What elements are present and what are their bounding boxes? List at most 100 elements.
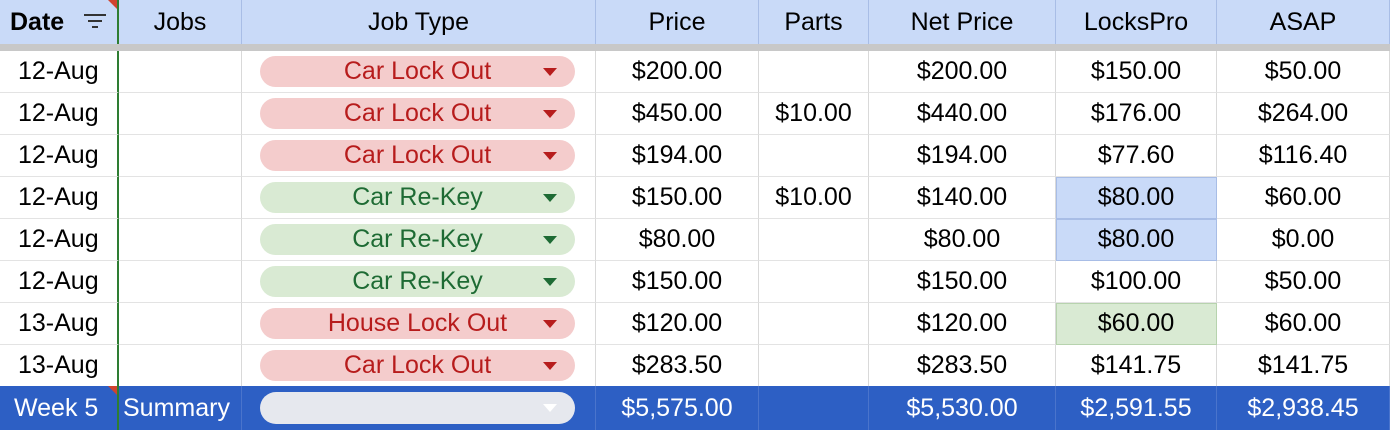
job-type-cell[interactable]: Car Re-Key <box>242 219 596 261</box>
lockspro-cell[interactable]: $60.00 <box>1056 303 1217 345</box>
summary-asap-cell[interactable]: $2,938.45 <box>1217 386 1390 430</box>
chevron-down-icon[interactable] <box>543 404 557 412</box>
chevron-down-icon[interactable] <box>543 361 557 370</box>
job-type-cell[interactable]: Car Re-Key <box>242 261 596 303</box>
summary-lockspro-cell[interactable]: $2,591.55 <box>1056 386 1217 430</box>
parts-cell[interactable] <box>759 51 869 93</box>
chevron-down-icon[interactable] <box>543 319 557 328</box>
filter-icon[interactable] <box>83 14 107 30</box>
asap-cell[interactable]: $141.75 <box>1217 345 1390 387</box>
date-cell[interactable]: 12-Aug <box>0 177 119 219</box>
job-type-cell[interactable]: Car Lock Out <box>242 51 596 93</box>
header-asap[interactable]: ASAP <box>1217 0 1390 44</box>
job-type-dropdown[interactable]: Car Re-Key <box>260 224 575 255</box>
job-type-dropdown[interactable]: Car Lock Out <box>260 140 575 171</box>
jobs-cell[interactable] <box>119 303 242 345</box>
job-type-dropdown[interactable]: Car Re-Key <box>260 266 575 297</box>
net-price-cell[interactable]: $440.00 <box>869 93 1056 135</box>
asap-cell[interactable]: $0.00 <box>1217 219 1390 261</box>
parts-cell[interactable] <box>759 303 869 345</box>
summary-jobs-cell[interactable]: Summary <box>119 386 242 430</box>
summary-parts-cell[interactable] <box>759 386 869 430</box>
job-type-cell[interactable]: House Lock Out <box>242 303 596 345</box>
lockspro-cell[interactable]: $141.75 <box>1056 345 1217 387</box>
jobs-cell[interactable] <box>119 93 242 135</box>
lockspro-cell[interactable]: $77.60 <box>1056 135 1217 177</box>
job-type-dropdown[interactable]: Car Lock Out <box>260 350 575 381</box>
date-cell[interactable]: 12-Aug <box>0 261 119 303</box>
asap-cell[interactable]: $50.00 <box>1217 261 1390 303</box>
job-type-dropdown[interactable]: Car Lock Out <box>260 56 575 87</box>
date-cell[interactable]: 12-Aug <box>0 219 119 261</box>
net-price-cell[interactable]: $140.00 <box>869 177 1056 219</box>
header-jobs[interactable]: Jobs <box>119 0 242 44</box>
date-cell[interactable]: 13-Aug <box>0 345 119 387</box>
jobs-cell[interactable] <box>119 135 242 177</box>
date-cell[interactable]: 12-Aug <box>0 135 119 177</box>
header-job-type[interactable]: Job Type <box>242 0 596 44</box>
net-price-cell[interactable]: $200.00 <box>869 51 1056 93</box>
frozen-row-divider[interactable] <box>0 44 1390 51</box>
net-price-cell[interactable]: $80.00 <box>869 219 1056 261</box>
net-price-cell[interactable]: $120.00 <box>869 303 1056 345</box>
net-price-cell[interactable]: $150.00 <box>869 261 1056 303</box>
price-cell[interactable]: $200.00 <box>596 51 759 93</box>
date-cell[interactable]: 12-Aug <box>0 51 119 93</box>
lockspro-cell[interactable]: $80.00 <box>1056 219 1217 261</box>
job-type-dropdown[interactable] <box>260 392 575 424</box>
header-net-price[interactable]: Net Price <box>869 0 1056 44</box>
header-parts[interactable]: Parts <box>759 0 869 44</box>
asap-cell[interactable]: $116.40 <box>1217 135 1390 177</box>
price-cell[interactable]: $150.00 <box>596 261 759 303</box>
jobs-cell[interactable] <box>119 345 242 387</box>
summary-date-cell[interactable]: Week 5 <box>0 386 119 430</box>
net-price-cell[interactable]: $194.00 <box>869 135 1056 177</box>
net-price-cell[interactable]: $283.50 <box>869 345 1056 387</box>
summary-job-type-cell[interactable] <box>242 386 596 430</box>
price-cell[interactable]: $450.00 <box>596 93 759 135</box>
price-cell[interactable]: $283.50 <box>596 345 759 387</box>
price-cell[interactable]: $120.00 <box>596 303 759 345</box>
header-lockspro[interactable]: LocksPro <box>1056 0 1217 44</box>
asap-cell[interactable]: $264.00 <box>1217 93 1390 135</box>
jobs-cell[interactable] <box>119 261 242 303</box>
job-type-cell[interactable]: Car Re-Key <box>242 177 596 219</box>
job-type-cell[interactable]: Car Lock Out <box>242 93 596 135</box>
header-price[interactable]: Price <box>596 0 759 44</box>
parts-cell[interactable]: $10.00 <box>759 177 869 219</box>
parts-cell[interactable] <box>759 345 869 387</box>
price-cell[interactable]: $150.00 <box>596 177 759 219</box>
parts-cell[interactable] <box>759 135 869 177</box>
price-cell[interactable]: $80.00 <box>596 219 759 261</box>
job-type-cell[interactable]: Car Lock Out <box>242 345 596 387</box>
summary-net-cell[interactable]: $5,530.00 <box>869 386 1056 430</box>
parts-cell[interactable] <box>759 219 869 261</box>
jobs-cell[interactable] <box>119 177 242 219</box>
asap-cell[interactable]: $50.00 <box>1217 51 1390 93</box>
jobs-cell[interactable] <box>119 219 242 261</box>
summary-price-cell[interactable]: $5,575.00 <box>596 386 759 430</box>
date-cell[interactable]: 13-Aug <box>0 303 119 345</box>
lockspro-cell[interactable]: $100.00 <box>1056 261 1217 303</box>
jobs-cell[interactable] <box>119 51 242 93</box>
parts-cell[interactable]: $10.00 <box>759 93 869 135</box>
chevron-down-icon[interactable] <box>543 277 557 286</box>
lockspro-cell[interactable]: $150.00 <box>1056 51 1217 93</box>
chevron-down-icon[interactable] <box>543 235 557 244</box>
job-type-dropdown[interactable]: Car Lock Out <box>260 98 575 129</box>
job-type-dropdown[interactable]: House Lock Out <box>260 308 575 339</box>
chevron-down-icon[interactable] <box>543 151 557 160</box>
header-date[interactable]: Date <box>0 0 119 44</box>
asap-cell[interactable]: $60.00 <box>1217 177 1390 219</box>
asap-cell[interactable]: $60.00 <box>1217 303 1390 345</box>
date-cell[interactable]: 12-Aug <box>0 93 119 135</box>
parts-cell[interactable] <box>759 261 869 303</box>
chevron-down-icon[interactable] <box>543 67 557 76</box>
lockspro-cell[interactable]: $80.00 <box>1056 177 1217 219</box>
job-type-cell[interactable]: Car Lock Out <box>242 135 596 177</box>
chevron-down-icon[interactable] <box>543 193 557 202</box>
job-type-dropdown[interactable]: Car Re-Key <box>260 182 575 213</box>
lockspro-cell[interactable]: $176.00 <box>1056 93 1217 135</box>
chevron-down-icon[interactable] <box>543 109 557 118</box>
price-cell[interactable]: $194.00 <box>596 135 759 177</box>
